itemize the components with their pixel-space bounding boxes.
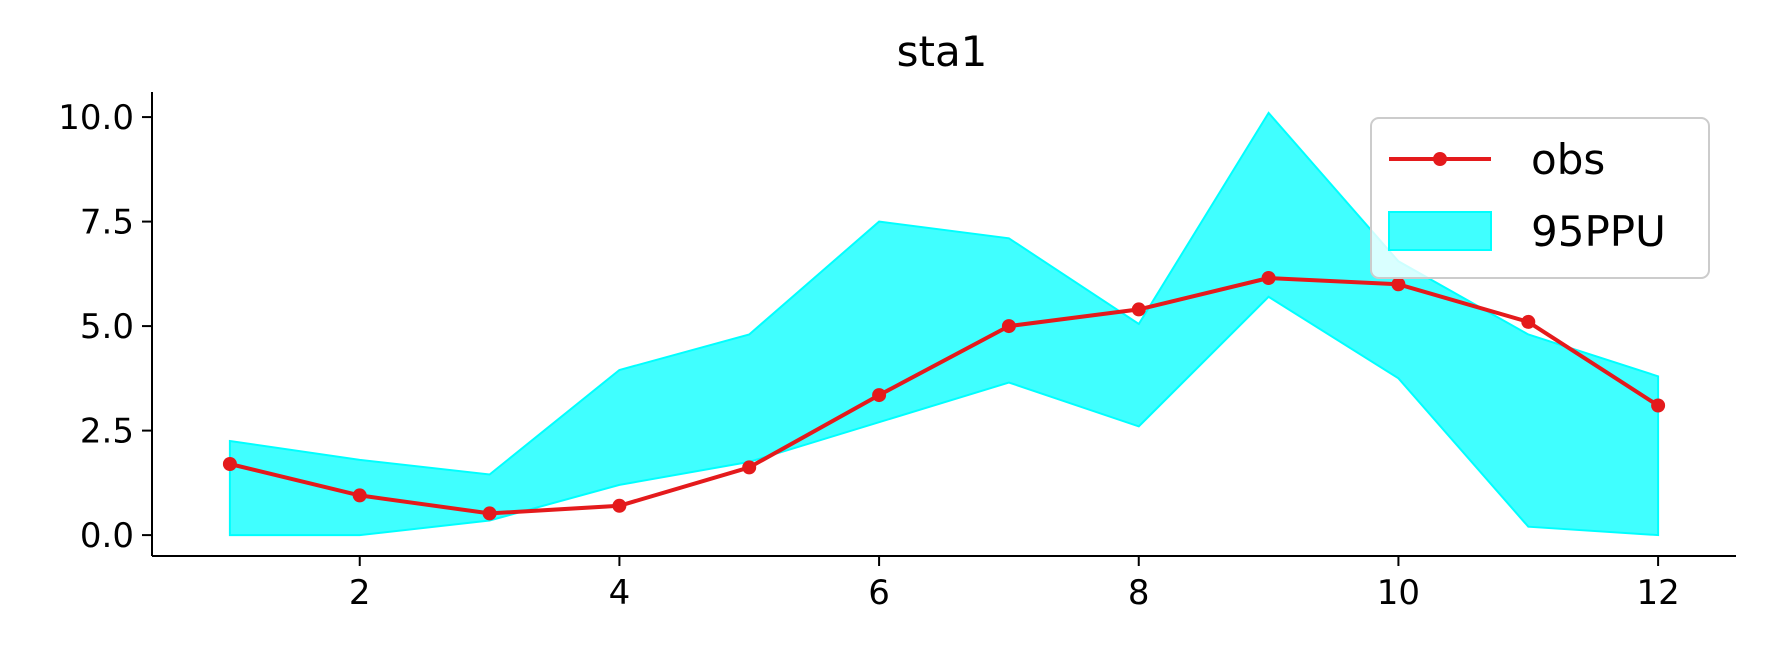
obs-point [352, 488, 367, 503]
legend-95ppu-label: 95PPU [1531, 207, 1666, 256]
x-tick-label: 4 [609, 573, 631, 613]
series-obs-line [229, 276, 1660, 516]
x-tick-label: 12 [1636, 573, 1679, 613]
obs-point [612, 498, 627, 513]
legend-obs-label: obs [1531, 135, 1605, 184]
y-tick-label: 7.5 [80, 203, 134, 243]
legend-obs-marker [1433, 152, 1447, 166]
y-tick-label: 0.0 [80, 516, 134, 556]
obs-point [742, 460, 757, 475]
y-tick-label: 10.0 [58, 98, 134, 138]
chart-title: sta1 [897, 27, 988, 76]
x-ticks: 2 4 6 8 10 12 [349, 556, 1680, 613]
obs-point [1391, 277, 1406, 292]
x-tick-label: 10 [1377, 573, 1420, 613]
obs-point [1001, 319, 1016, 334]
band-layer [228, 111, 1660, 537]
x-tick-label: 2 [349, 573, 371, 613]
obs-point [1131, 302, 1146, 317]
series-95ppu-band [228, 111, 1660, 537]
legend: obs 95PPU [1370, 117, 1710, 279]
y-tick-label: 5.0 [80, 307, 134, 347]
x-tick-label: 6 [868, 573, 890, 613]
obs-point [482, 506, 497, 521]
x-tick-label: 8 [1128, 573, 1150, 613]
obs-point [1261, 271, 1276, 285]
obs-point [872, 388, 887, 403]
legend-95ppu-swatch [1388, 211, 1492, 251]
obs-point [222, 457, 237, 471]
y-tick-label: 2.5 [80, 412, 134, 452]
y-ticks: 0.0 2.5 5.0 7.5 10.0 [58, 98, 152, 556]
line-layer [222, 271, 1666, 521]
obs-point [1521, 314, 1536, 329]
axes [151, 92, 1736, 557]
obs-point [1651, 398, 1666, 413]
